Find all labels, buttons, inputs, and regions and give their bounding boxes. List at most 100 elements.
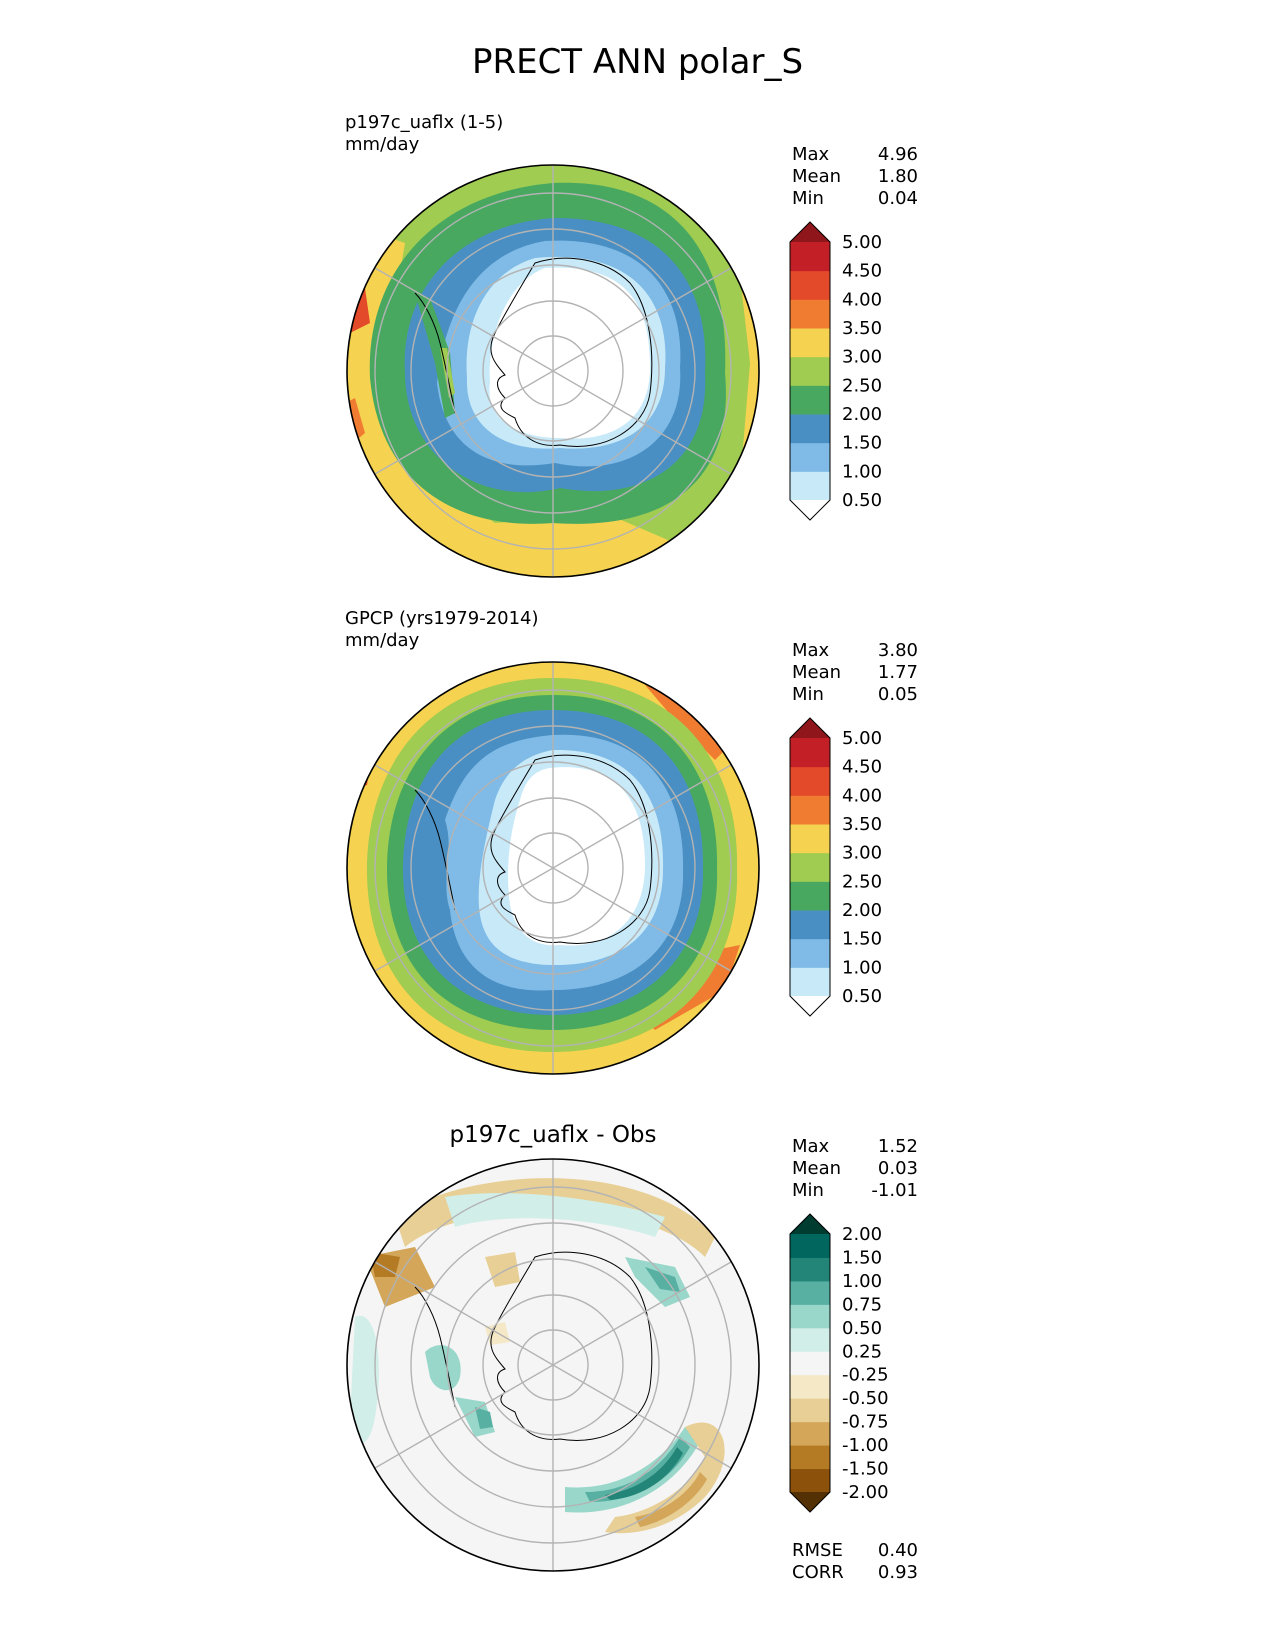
stat-label: Max [792,640,830,661]
panel-ref-stats: Max 3.80 Mean 1.77 Min 0.05 [792,640,918,706]
colorbar-tick-label: 2.50 [842,871,882,892]
colorbar-segment [790,1257,830,1282]
colorbar-outline [789,221,831,521]
colorbar-segment [790,910,830,940]
stat-label: Mean [792,662,842,683]
colorbar-segment [790,852,830,882]
panel-ref-title: GPCP (yrs1979-2014) mm/day [345,608,539,652]
colorbar-tick-label: 1.50 [842,1247,882,1268]
colorbar-outline [789,717,831,1017]
colorbar-segment [790,1445,830,1470]
colorbar-diff [789,1213,831,1513]
stat-label: Min [792,188,824,209]
stat-max: Max 1.52 [792,1136,918,1158]
stat-label: Mean [792,166,842,187]
colorbar-segment [790,1280,830,1305]
colorbar-segment [790,356,830,386]
colorbar-segment [790,1468,830,1493]
colorbar-segment [790,1351,830,1376]
colorbar-segment [790,1327,830,1352]
colorbar-tick-label: 4.50 [842,261,882,282]
colorbar-tick-label: -0.25 [842,1365,889,1386]
colorbar-tick-label: 1.50 [842,433,882,454]
colorbar-tick-label: -1.00 [842,1435,889,1456]
stat-value: 0.93 [877,1562,918,1583]
stat-value: 1.80 [877,166,918,187]
stat-value: 0.03 [877,1158,918,1179]
colorbar-segment [790,1421,830,1446]
colorbar-test [789,221,831,521]
colorbar-tick-label: 5.00 [842,232,882,253]
stat-value: 0.40 [877,1540,918,1561]
stat-value: 4.96 [877,144,918,165]
colorbar-tick-label: 2.00 [842,404,882,425]
stat-value: 3.80 [877,640,918,661]
stat-label: CORR [792,1562,844,1583]
colorbar-tick-label: 2.50 [842,375,882,396]
colorbar-segment [790,270,830,300]
colorbar-tick-label: 4.50 [842,757,882,778]
colorbar-extend-top [790,222,830,242]
panel-ref-name: GPCP (yrs1979-2014) [345,608,539,629]
stat-min: Min -1.01 [792,1180,918,1202]
stat-value: 0.05 [877,684,918,705]
colorbar-segment [790,738,830,768]
polar-map-ref [346,661,760,1075]
colorbar-diff-ticks: -2.00-1.50 -1.00-0.75 -0.50-0.25 0.250.50 0.… [842,1224,889,1503]
colorbar-tick-label: 1.00 [842,957,882,978]
colorbar-segment [790,795,830,825]
polar-map-test [346,164,760,578]
colorbar-tick-label: 3.50 [842,814,882,835]
panel-ref-units: mm/day [345,630,420,651]
colorbar-segment [790,1398,830,1423]
stat-rmse: RMSE 0.40 [792,1540,918,1562]
colorbar-tick-label: -0.75 [842,1412,889,1433]
colorbar-tick-label: -2.00 [842,1482,889,1503]
colorbar-segment [790,967,830,997]
stat-max: Max 4.96 [792,144,918,166]
colorbar-segment [790,766,830,796]
colorbar-extend-top [790,1214,830,1234]
colorbar-segment [790,442,830,472]
colorbar-tick-label: 0.25 [842,1341,882,1362]
colorbar-tick-label: 3.00 [842,347,882,368]
stat-max: Max 3.80 [792,640,918,662]
stat-label: Max [792,144,830,165]
colorbar-segment [790,242,830,272]
stat-label: Max [792,1136,830,1157]
colorbar-tick-label: 2.00 [842,900,882,921]
colorbar-segment [790,1374,830,1399]
colorbar-tick-label: 0.50 [842,1318,882,1339]
stat-mean: Mean 0.03 [792,1158,918,1180]
colorbar-tick-label: 0.50 [842,986,882,1007]
panel-test-units: mm/day [345,134,420,155]
panel-test-stats: Max 4.96 Mean 1.80 Min 0.04 [792,144,918,210]
colorbar-tick-label: 3.50 [842,318,882,339]
colorbar-ref-ticks: 0.50 1.00 1.50 2.00 2.50 3.00 3.50 4.00 4.50 5.00 [842,728,882,1007]
colorbar-segment [790,938,830,968]
stat-min: Min 0.05 [792,684,918,706]
panel-diff-stats: Max 1.52 Mean 0.03 Min -1.01 [792,1136,918,1202]
stat-label: Min [792,1180,824,1201]
colorbar-tick-label: 1.50 [842,929,882,950]
stat-min: Min 0.04 [792,188,918,210]
stat-label: Mean [792,1158,842,1179]
stat-value: -1.01 [871,1180,918,1201]
colorbar-tick-label: 1.00 [842,1271,882,1292]
colorbar-segment [790,385,830,415]
colorbar-tick-label: 0.50 [842,490,882,511]
figure-title: PRECT ANN polar_S [471,42,804,82]
colorbar-tick-label: 4.00 [842,785,882,806]
colorbar-tick-label: 1.00 [842,461,882,482]
colorbar-outline [789,1213,831,1513]
colorbar-tick-label: 2.00 [842,1224,882,1245]
colorbar-segment [790,824,830,854]
colorbar-segment [790,328,830,358]
colorbar-test-ticks: 0.50 1.00 1.50 2.00 2.50 3.00 3.50 4.00 4.50 5.00 [842,232,882,511]
stat-label: Min [792,684,824,705]
colorbar-extend-bottom [790,1492,830,1512]
polar-map-diff [346,1158,760,1572]
colorbar-tick-label: 3.00 [842,843,882,864]
panel-diff-title: p197c_uaflx - Obs [449,1122,657,1148]
stat-mean: Mean 1.80 [792,166,918,188]
